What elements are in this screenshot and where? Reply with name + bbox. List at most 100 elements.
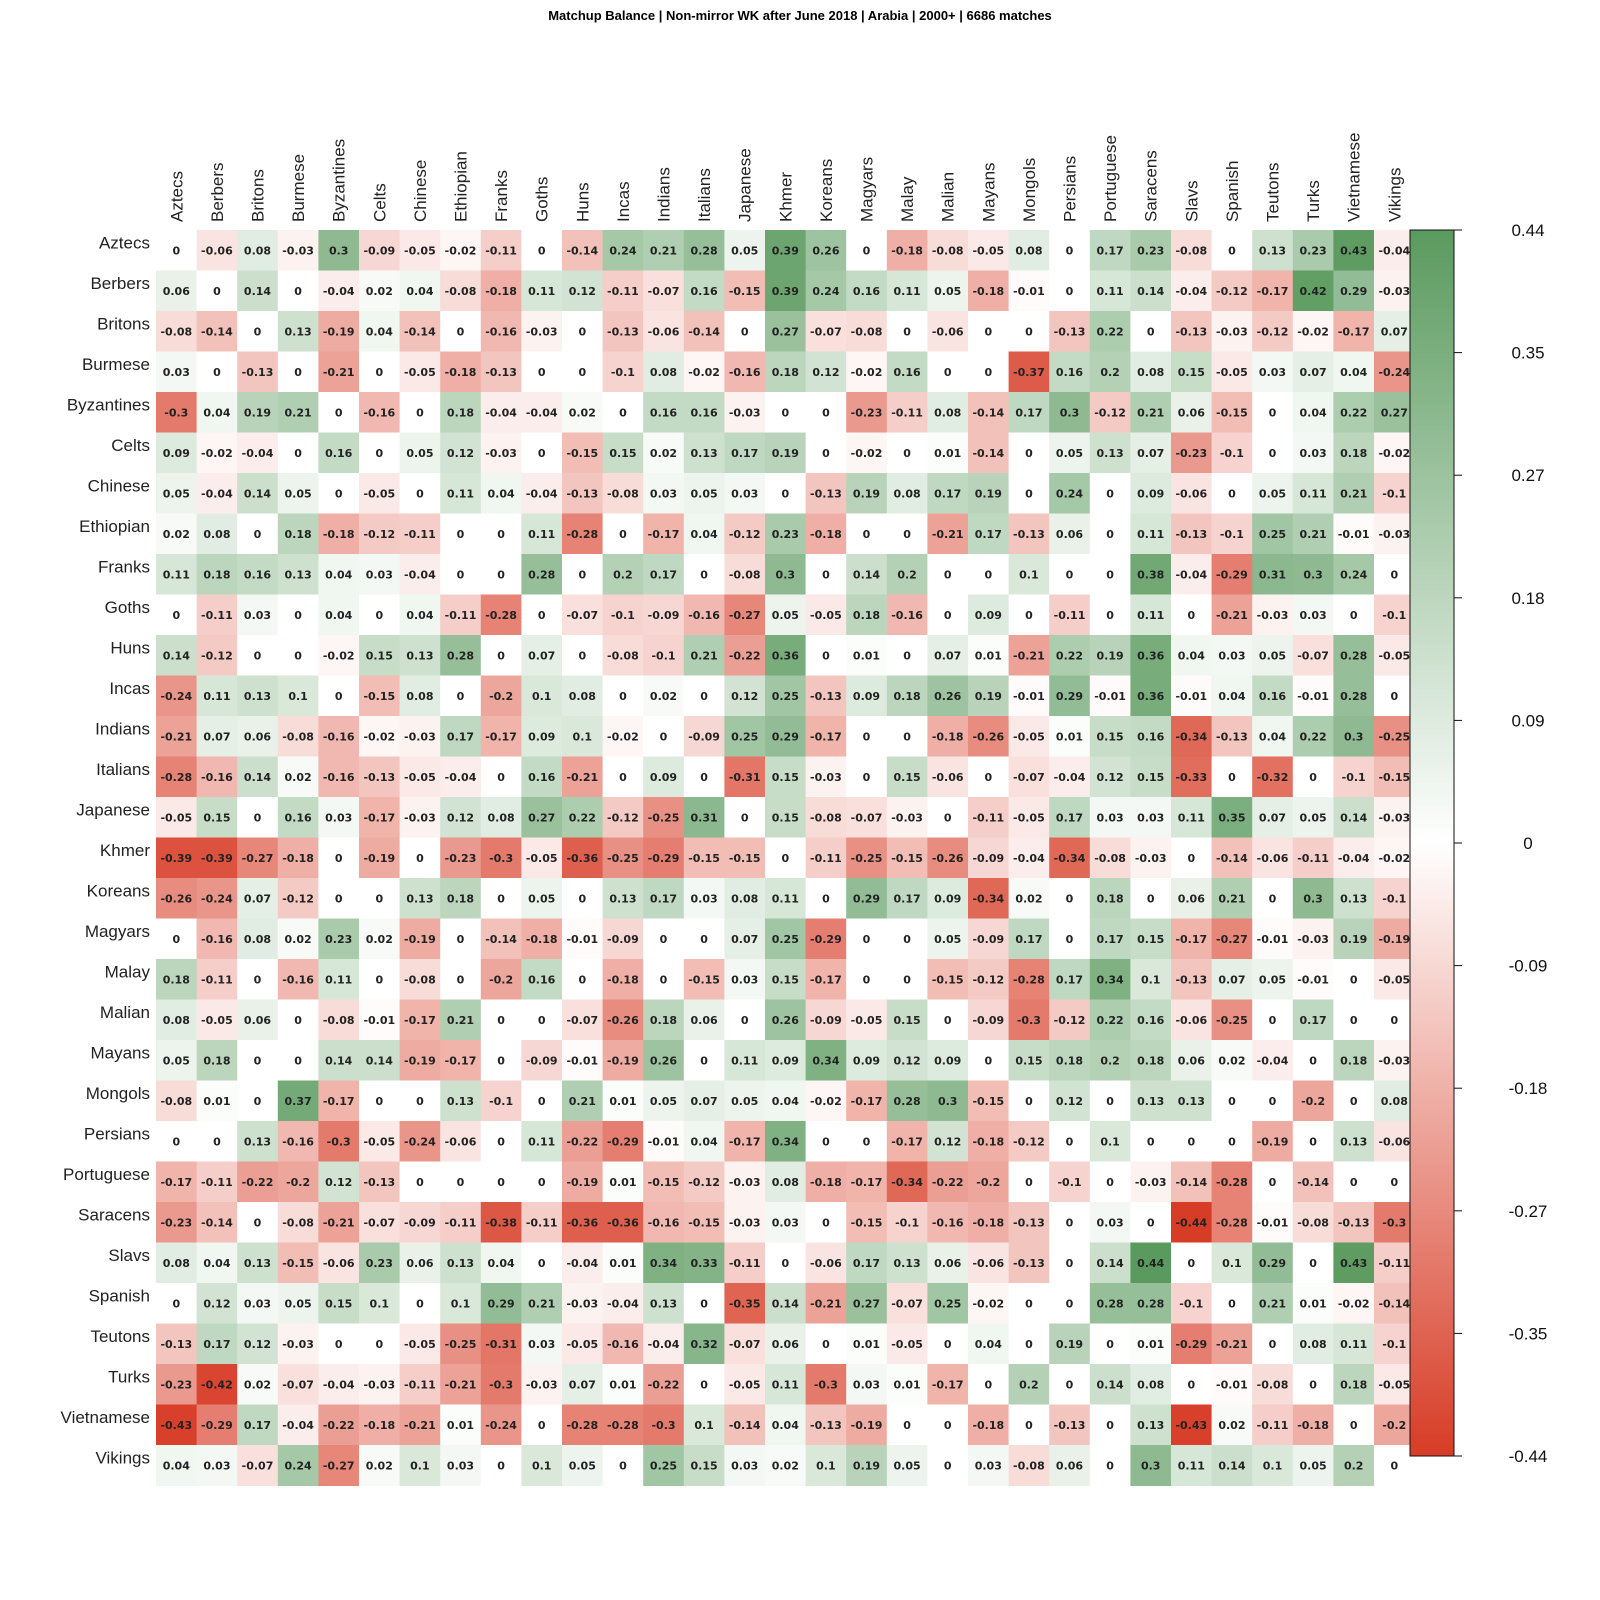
cell-value-label: 0.01: [934, 447, 961, 460]
cell-value-label: -0.18: [485, 285, 517, 298]
heatmap-cell: [927, 1080, 969, 1122]
heatmap-cell: [1211, 1080, 1253, 1122]
cell-value-label: -0.1: [1382, 892, 1406, 905]
cell-value-label: 0.15: [691, 1459, 718, 1472]
heatmap-cell: [359, 878, 401, 919]
heatmap-cell: [562, 1242, 604, 1284]
heatmap-cell: [1171, 635, 1213, 676]
cell-value-label: 0.05: [1259, 487, 1286, 500]
cell-value-label: 0.09: [853, 1054, 880, 1067]
cell-value-label: 0.21: [447, 1014, 474, 1027]
heatmap-cell: [1292, 918, 1334, 960]
cell-value-label: 0.02: [1218, 1419, 1245, 1432]
heatmap-cell: [724, 1040, 766, 1081]
cell-value-label: -0.18: [1297, 1419, 1329, 1432]
cell-value-label: -0.17: [1338, 325, 1370, 338]
col-label-slavs: Slavs: [1182, 180, 1201, 222]
heatmap-cell: [1211, 270, 1253, 312]
cell-value-label: -0.08: [282, 1216, 314, 1229]
cell-value-label: -0.05: [363, 1135, 395, 1148]
cell-value-label: -0.23: [160, 1216, 192, 1229]
heatmap-cell: [1211, 959, 1253, 1000]
heatmap-cell: [846, 1242, 888, 1284]
heatmap-cell: [1049, 270, 1091, 312]
cell-value-label: 0.03: [366, 568, 393, 581]
cell-value-label: -0.34: [972, 892, 1004, 905]
heatmap-cell: [968, 797, 1010, 838]
cell-value-label: 0: [1269, 1014, 1277, 1027]
cell-value-label: 0.05: [894, 1459, 921, 1472]
heatmap-cell: [927, 594, 969, 636]
cell-value-label: -0.04: [526, 406, 558, 419]
heatmap-cell: [1049, 1283, 1091, 1324]
heatmap-cell: [1292, 554, 1334, 595]
heatmap-cell: [968, 594, 1010, 636]
heatmap-cell: [1252, 878, 1294, 919]
heatmap-cell: [1171, 716, 1213, 757]
heatmap-cell: [1130, 594, 1172, 636]
heatmap-cell: [846, 878, 888, 919]
cell-value-label: 0: [335, 487, 343, 500]
cell-value-label: -0.08: [607, 487, 639, 500]
cell-value-label: 0.21: [1218, 892, 1245, 905]
heatmap-cell: [643, 392, 685, 433]
col-label-vietnamese: Vietnamese: [1345, 133, 1364, 222]
cell-value-label: -0.17: [160, 1176, 192, 1189]
heatmap-cell: [1292, 230, 1334, 271]
heatmap-cell: [1211, 1404, 1253, 1446]
heatmap-cell: [277, 837, 319, 879]
heatmap-cell: [521, 1404, 563, 1446]
heatmap-cell: [886, 797, 928, 838]
heatmap-cell: [968, 1202, 1010, 1243]
heatmap-cell: [643, 1202, 685, 1243]
heatmap-cell: [440, 1080, 482, 1122]
cell-value-label: 0.34: [1097, 973, 1124, 986]
cell-value-label: -0.21: [404, 1419, 436, 1432]
heatmap-cell: [521, 594, 563, 636]
row-label-franks: Franks: [98, 557, 150, 576]
cell-value-label: 0.25: [731, 730, 758, 743]
heatmap-cell: [1333, 1242, 1375, 1284]
heatmap-cell: [277, 473, 319, 514]
heatmap-cell: [521, 1242, 563, 1284]
heatmap-cell: [1211, 999, 1253, 1041]
heatmap-cell: [968, 351, 1010, 393]
cell-value-label: -0.11: [445, 1216, 477, 1229]
heatmap-cell: [156, 230, 198, 271]
heatmap-cell: [968, 554, 1010, 595]
cell-value-label: 0.04: [325, 609, 352, 622]
heatmap-cell: [1333, 1323, 1375, 1365]
cell-value-label: 0: [1106, 568, 1114, 581]
cell-value-label: -0.09: [972, 852, 1004, 865]
heatmap-cell: [1171, 1121, 1213, 1162]
heatmap-cell: [1252, 1323, 1294, 1365]
cell-value-label: 0.03: [1300, 609, 1327, 622]
heatmap-cell: [1374, 311, 1416, 352]
cell-value-label: 0.05: [163, 487, 190, 500]
heatmap-cell: [359, 1080, 401, 1122]
cell-value-label: -0.15: [688, 973, 720, 986]
cell-value-label: 0.07: [1137, 447, 1164, 460]
heatmap-cell: [1252, 311, 1294, 352]
heatmap-cell: [886, 311, 928, 352]
cell-value-label: 0.18: [1340, 1054, 1367, 1067]
heatmap-cell: [562, 1040, 604, 1081]
cell-value-label: 0: [294, 1054, 302, 1067]
cell-value-label: 0.05: [1056, 447, 1083, 460]
cell-value-label: -0.02: [607, 730, 639, 743]
heatmap-cell: [1333, 351, 1375, 393]
heatmap-cell: [521, 837, 563, 879]
cell-value-label: -0.03: [1378, 528, 1410, 541]
cell-value-label: -0.06: [323, 1257, 355, 1270]
cell-value-label: -0.14: [201, 1216, 233, 1229]
cell-value-label: 0: [1269, 1338, 1277, 1351]
heatmap-cell: [1252, 270, 1294, 312]
heatmap-cell: [602, 1323, 644, 1365]
cell-value-label: 0.35: [1218, 811, 1245, 824]
cell-value-label: 0.09: [772, 1054, 799, 1067]
cell-value-label: 0: [1309, 771, 1317, 784]
heatmap-cell: [765, 1242, 807, 1284]
cell-value-label: 0.07: [244, 892, 271, 905]
heatmap-cell: [602, 351, 644, 393]
heatmap-cell: [724, 797, 766, 838]
